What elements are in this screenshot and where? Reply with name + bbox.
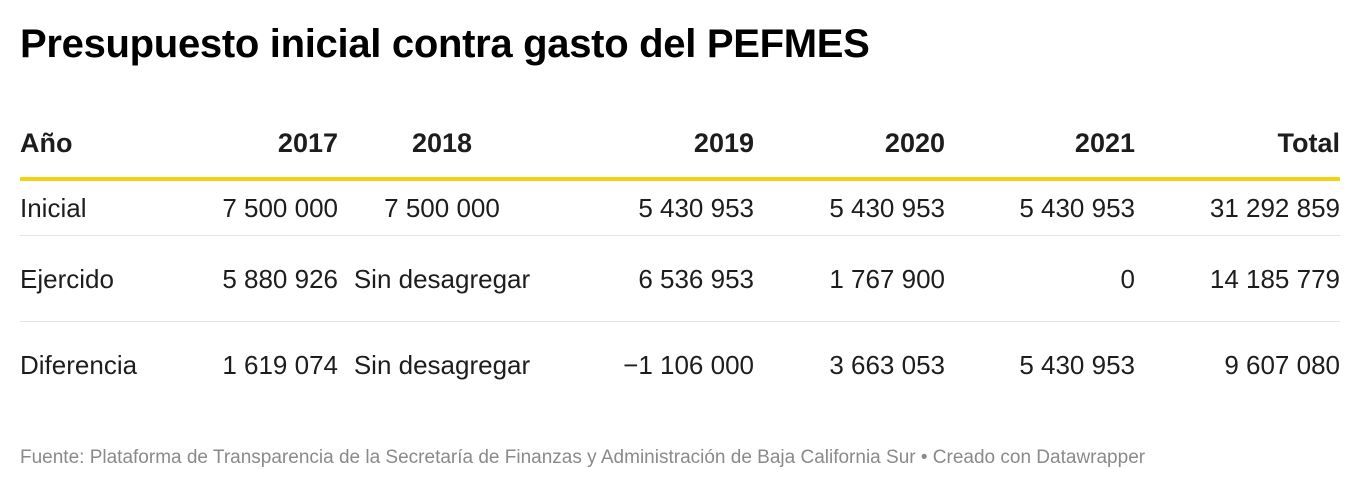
- chart-title: Presupuesto inicial contra gasto del PEF…: [20, 22, 870, 66]
- table-cell: 5 430 953: [1019, 349, 1135, 380]
- table-cell: 3 663 053: [829, 349, 945, 380]
- table-cell: 5 430 953: [754, 179, 945, 236]
- column-header-year-label: Año: [20, 110, 170, 181]
- table-row: Ejercido 5 880 926 Sin desagregar 6 536 …: [20, 235, 1340, 322]
- table-cell: Sin desagregar: [338, 235, 546, 322]
- table-cell: 0: [945, 235, 1135, 322]
- budget-table: Año 2017 2018 2019 2020 2021 Total Inici…: [20, 110, 1340, 407]
- column-header-total: Total: [1135, 110, 1340, 181]
- total-cell: 14 185 779: [1135, 235, 1340, 322]
- table-cell: 7 500 000: [170, 179, 338, 236]
- table-cell: 1 619 074: [222, 349, 338, 380]
- table-cell: −1 106 000: [623, 349, 754, 380]
- table-row: Diferencia 1 619 074 Sin desagregar −1 1…: [20, 322, 1340, 408]
- table-cell: 5 430 953: [945, 179, 1135, 236]
- column-header-2021: 2021: [945, 110, 1135, 181]
- column-header-2018: 2018: [338, 110, 546, 181]
- table-cell: 7 500 000: [338, 179, 546, 236]
- source-note: Fuente: Plataforma de Transparencia de l…: [20, 447, 1146, 468]
- row-label-cell: Inicial: [20, 179, 170, 236]
- row-label-cell: Ejercido: [20, 235, 170, 322]
- table-cell: 1 767 900: [754, 235, 945, 322]
- column-header-2017: 2017: [170, 110, 338, 181]
- table-header-row: Año 2017 2018 2019 2020 2021 Total: [20, 110, 1340, 181]
- column-header-2020: 2020: [754, 110, 945, 181]
- row-label-cell: Diferencia: [20, 349, 138, 380]
- column-header-2019: 2019: [546, 110, 754, 181]
- table-cell: 6 536 953: [546, 235, 754, 322]
- table-cell: 5 430 953: [546, 179, 754, 236]
- table-cell: 5 880 926: [170, 235, 338, 322]
- table-row: Inicial 7 500 000 7 500 000 5 430 953 5 …: [20, 179, 1340, 236]
- total-cell: 9 607 080: [1224, 349, 1340, 380]
- total-cell: 31 292 859: [1135, 179, 1340, 236]
- table-cell: Sin desagregar: [353, 349, 531, 380]
